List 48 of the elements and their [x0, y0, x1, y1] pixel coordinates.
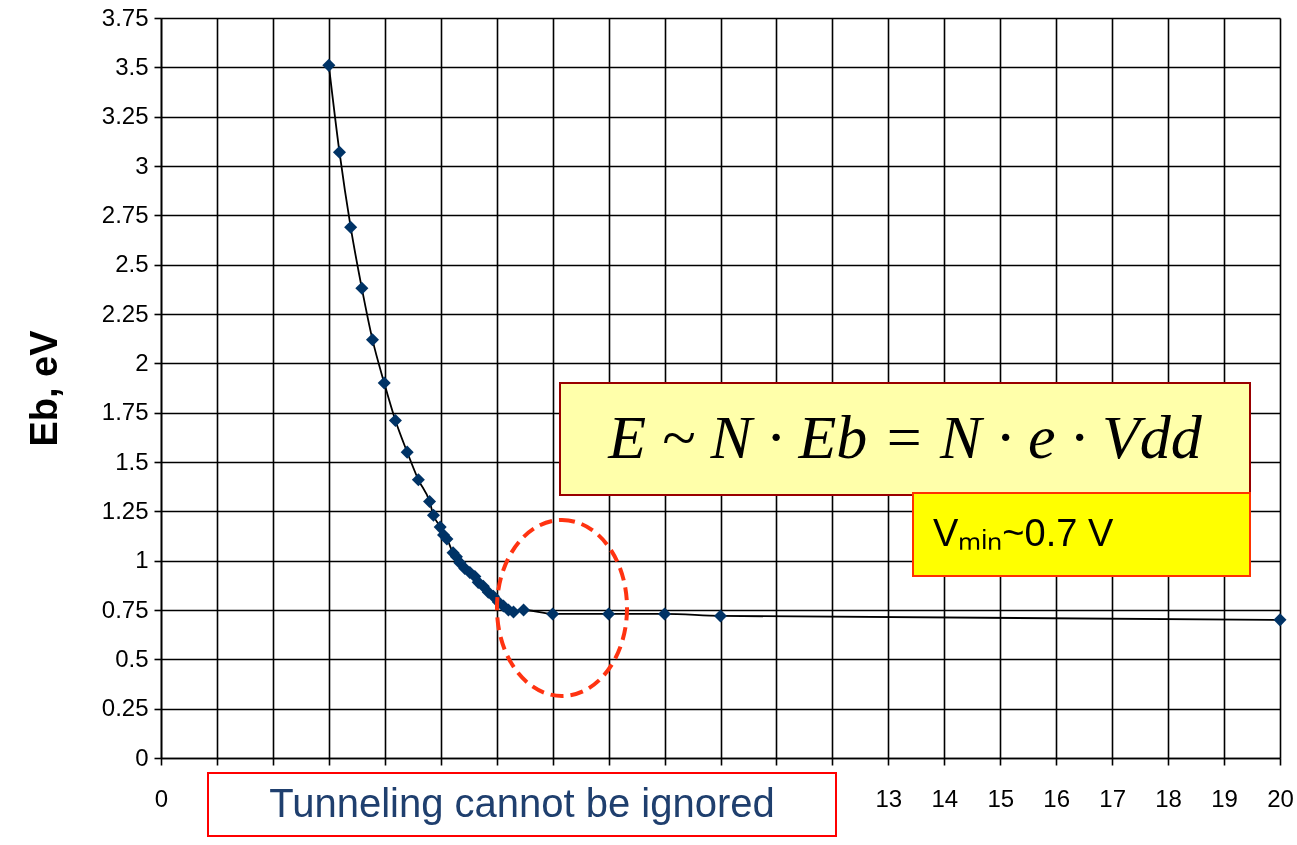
y-tick-label: 0.25	[101, 694, 149, 722]
point	[440, 532, 454, 546]
point	[426, 508, 440, 522]
point	[517, 603, 531, 617]
point	[411, 473, 425, 487]
y-tick-label: 0.5	[115, 644, 149, 672]
x-tick-label: 13	[875, 784, 903, 812]
y-tick-label: 2.75	[101, 200, 149, 228]
y-tick-label: 1	[135, 546, 149, 574]
point	[713, 609, 728, 623]
y-tick-label: 0	[135, 743, 149, 771]
y-tick-label: 0.75	[101, 595, 149, 623]
y-axis-title: Eb, eV	[22, 329, 65, 447]
y-tick-label: 2.5	[115, 250, 149, 278]
x-tick-label: 19	[1211, 784, 1238, 812]
y-tick-label: 1.75	[101, 398, 149, 426]
x-tick-label: 20	[1267, 784, 1294, 812]
point	[433, 520, 447, 534]
y-tick-label: 1.5	[115, 447, 149, 475]
x-tick-label: 15	[987, 784, 1015, 812]
text: Tunneling cannot be ignored	[269, 781, 775, 825]
point	[388, 414, 402, 428]
point	[332, 145, 346, 159]
y-tick-label: 3	[135, 151, 149, 179]
x-tick-label: 14	[931, 784, 959, 812]
y-tick-label: 2	[135, 348, 149, 376]
point	[344, 220, 358, 234]
point	[400, 445, 414, 459]
y-tick-label: 2.25	[101, 299, 149, 327]
y-tick-label: 1.25	[101, 496, 149, 524]
point	[377, 376, 391, 390]
annotation: E ~ N · Eb = N · e · Vdd	[607, 403, 1203, 471]
y-tick-label: 3.75	[101, 3, 149, 31]
x-tick-label: 0	[154, 784, 169, 812]
point	[546, 607, 560, 621]
x-tick-label: 18	[1155, 784, 1182, 812]
point	[355, 281, 369, 295]
x-tick-label: 17	[1099, 784, 1126, 812]
x-tick-label: 16	[1043, 784, 1071, 812]
point	[602, 607, 616, 621]
point	[658, 607, 672, 621]
point	[365, 333, 380, 347]
y-tick-label: 3.25	[101, 102, 149, 130]
point	[1273, 613, 1287, 627]
annotation: Vₘᵢₙ~0.7 V	[933, 512, 1114, 554]
point	[423, 494, 437, 508]
y-tick-label: 3.5	[115, 52, 149, 80]
point	[322, 58, 336, 72]
